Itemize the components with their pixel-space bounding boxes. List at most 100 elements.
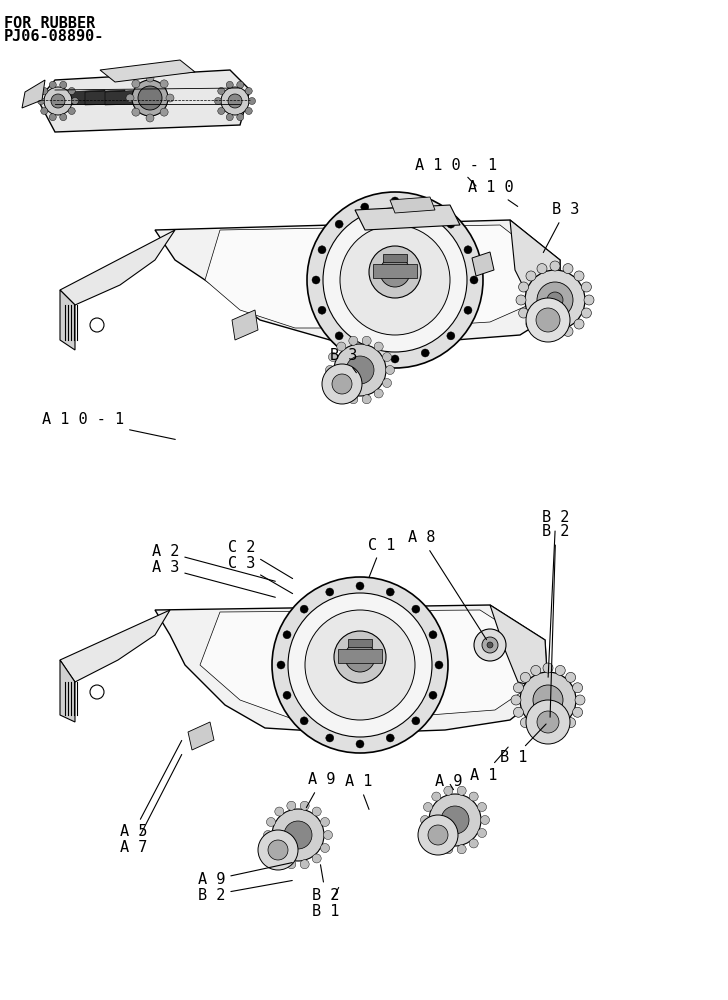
- Circle shape: [335, 220, 343, 228]
- Circle shape: [432, 792, 440, 801]
- Circle shape: [537, 282, 573, 318]
- Polygon shape: [373, 264, 417, 278]
- Circle shape: [264, 830, 272, 840]
- Text: A 9: A 9: [198, 863, 292, 888]
- Circle shape: [307, 192, 483, 368]
- Circle shape: [361, 349, 369, 357]
- Circle shape: [387, 734, 395, 742]
- Circle shape: [374, 342, 383, 351]
- Circle shape: [478, 829, 486, 838]
- Circle shape: [424, 829, 432, 838]
- Circle shape: [464, 306, 472, 314]
- Circle shape: [447, 332, 455, 340]
- Circle shape: [382, 379, 392, 388]
- Text: B 2: B 2: [542, 510, 569, 677]
- Circle shape: [50, 114, 56, 121]
- Circle shape: [563, 326, 573, 336]
- Polygon shape: [38, 70, 250, 132]
- Circle shape: [543, 727, 553, 737]
- Circle shape: [526, 271, 536, 281]
- Polygon shape: [60, 660, 75, 722]
- Polygon shape: [105, 90, 145, 105]
- Circle shape: [38, 98, 44, 104]
- Circle shape: [480, 816, 489, 824]
- Circle shape: [521, 718, 531, 728]
- Polygon shape: [65, 90, 105, 105]
- Circle shape: [516, 295, 526, 305]
- Circle shape: [531, 665, 541, 675]
- Text: FOR RUBBER: FOR RUBBER: [4, 16, 95, 31]
- Text: B 3: B 3: [330, 348, 357, 373]
- Circle shape: [356, 582, 364, 590]
- Circle shape: [537, 711, 559, 733]
- Circle shape: [334, 344, 386, 396]
- Circle shape: [432, 839, 440, 848]
- Polygon shape: [205, 225, 545, 328]
- Circle shape: [412, 717, 420, 725]
- Circle shape: [464, 246, 472, 254]
- Circle shape: [322, 364, 362, 404]
- Circle shape: [325, 365, 334, 374]
- Circle shape: [71, 98, 79, 104]
- Circle shape: [526, 319, 536, 329]
- Circle shape: [550, 261, 560, 271]
- Text: A 9: A 9: [435, 774, 462, 790]
- Polygon shape: [338, 649, 382, 663]
- Circle shape: [334, 631, 386, 683]
- Circle shape: [272, 577, 448, 753]
- Polygon shape: [100, 60, 195, 82]
- Circle shape: [41, 88, 48, 95]
- Circle shape: [51, 94, 65, 108]
- Circle shape: [126, 94, 134, 102]
- Circle shape: [160, 80, 168, 88]
- Polygon shape: [348, 639, 372, 647]
- Circle shape: [533, 685, 563, 715]
- Circle shape: [323, 208, 467, 352]
- Circle shape: [345, 642, 375, 672]
- Circle shape: [424, 802, 432, 811]
- Circle shape: [574, 319, 584, 329]
- Circle shape: [521, 672, 531, 682]
- Circle shape: [582, 308, 591, 318]
- Circle shape: [525, 270, 585, 330]
- Circle shape: [50, 81, 56, 88]
- Circle shape: [422, 349, 430, 357]
- Circle shape: [323, 830, 333, 840]
- Text: A 2: A 2: [152, 544, 275, 581]
- Circle shape: [444, 786, 453, 795]
- Circle shape: [258, 830, 298, 870]
- Text: B 2: B 2: [542, 524, 569, 717]
- Circle shape: [536, 308, 560, 332]
- Circle shape: [318, 246, 326, 254]
- Circle shape: [248, 98, 256, 104]
- Circle shape: [221, 87, 249, 115]
- Text: A 1 0 - 1: A 1 0 - 1: [415, 157, 497, 186]
- Circle shape: [470, 839, 478, 848]
- Text: A 1 0: A 1 0: [468, 180, 518, 206]
- Circle shape: [146, 74, 154, 82]
- Circle shape: [300, 605, 308, 613]
- Circle shape: [283, 631, 291, 639]
- Circle shape: [566, 718, 576, 728]
- Circle shape: [300, 801, 309, 810]
- Circle shape: [44, 87, 72, 115]
- Circle shape: [218, 107, 225, 114]
- Circle shape: [312, 807, 321, 816]
- Circle shape: [543, 663, 553, 673]
- Circle shape: [356, 740, 364, 748]
- Circle shape: [444, 845, 453, 854]
- Circle shape: [226, 114, 233, 121]
- Circle shape: [287, 860, 296, 869]
- Text: C 2: C 2: [228, 540, 293, 579]
- Circle shape: [572, 707, 582, 717]
- Circle shape: [325, 734, 333, 742]
- Circle shape: [435, 661, 443, 669]
- Circle shape: [284, 821, 312, 849]
- Circle shape: [457, 786, 466, 795]
- Circle shape: [526, 298, 570, 342]
- Circle shape: [237, 114, 244, 121]
- Text: B 2: B 2: [198, 880, 292, 902]
- Circle shape: [421, 816, 430, 824]
- Circle shape: [287, 801, 296, 810]
- Circle shape: [429, 794, 481, 846]
